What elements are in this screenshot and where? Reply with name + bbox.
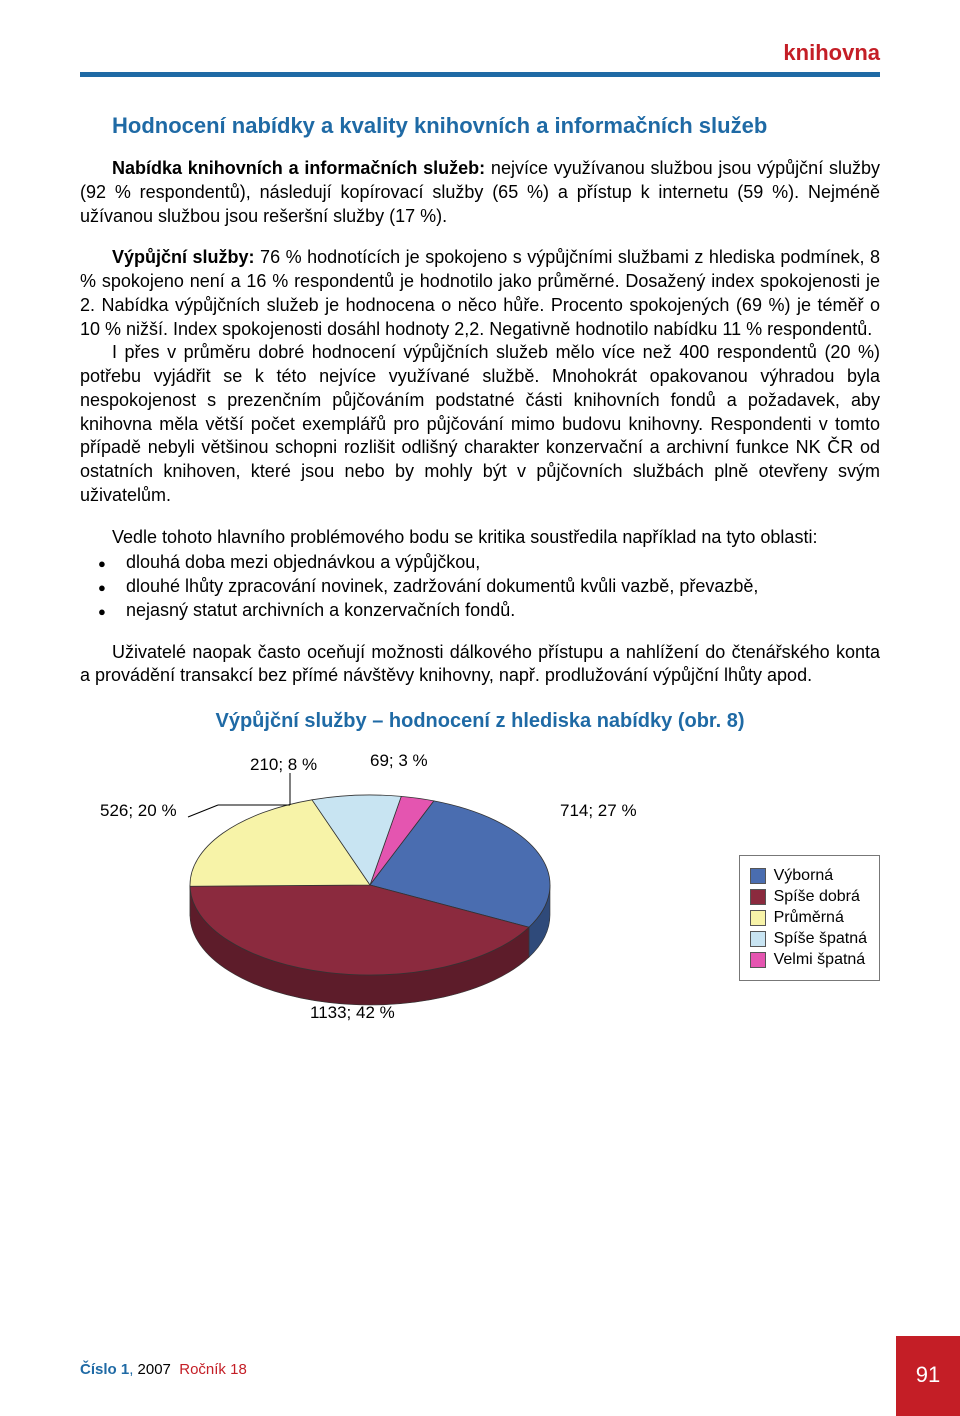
legend-label: Spíše dobrá <box>774 888 860 906</box>
header-rule <box>80 72 880 77</box>
legend-swatch <box>750 931 766 947</box>
legend-label: Velmi špatná <box>774 951 866 969</box>
list-item: nejasný statut archivních a konzervačníc… <box>80 599 880 623</box>
data-label-4: 69; 3 % <box>370 751 428 771</box>
paragraph-4: Vedle tohoto hlavního problémového bodu … <box>80 526 880 550</box>
chart-legend: Výborná Spíše dobrá Průměrná Spíše špatn… <box>739 855 880 981</box>
list-item: dlouhé lhůty zpracování novinek, zadržov… <box>80 575 880 599</box>
legend-swatch <box>750 868 766 884</box>
footer-year: 2007 <box>138 1361 171 1378</box>
list-item: dlouhá doba mezi objednávkou a výpůjčkou… <box>80 551 880 575</box>
bullet-list: dlouhá doba mezi objednávkou a výpůjčkou… <box>80 551 880 622</box>
page-footer: Číslo 1, 2007 Ročník 18 <box>80 1361 247 1378</box>
data-label-2: 526; 20 % <box>100 801 177 821</box>
legend-swatch <box>750 952 766 968</box>
section-title: Hodnocení nabídky a kvality knihovních a… <box>112 113 880 139</box>
data-label-1: 1133; 42 % <box>310 1003 395 1023</box>
footer-comma: , <box>129 1361 137 1378</box>
legend-item: Spíše dobrá <box>750 888 867 906</box>
chart-title: Výpůjční služby – hodnocení z hlediska n… <box>80 710 880 733</box>
pie-chart: 210; 8 % 69; 3 % 526; 20 % 714; 27 % 113… <box>80 745 880 1035</box>
legend-item: Spíše špatná <box>750 930 867 948</box>
page-number-tab: 91 <box>896 1336 960 1416</box>
page-number: 91 <box>916 1362 940 1388</box>
page: knihovna Hodnocení nabídky a kvality kni… <box>0 0 960 1416</box>
paragraph-1: Nabídka knihovních a informačních služeb… <box>80 157 880 228</box>
data-label-0: 714; 27 % <box>560 801 637 821</box>
paragraph-3: I přes v průměru dobré hodnocení výpůjčn… <box>80 341 880 507</box>
legend-swatch <box>750 889 766 905</box>
footer-volume: Ročník 18 <box>179 1361 247 1378</box>
lead-1: Nabídka knihovních a informačních služeb… <box>112 158 485 178</box>
paragraph-5: Uživatelé naopak často oceňují možnosti … <box>80 641 880 689</box>
header-section-label: knihovna <box>80 40 880 66</box>
legend-item: Velmi špatná <box>750 951 867 969</box>
paragraph-2: Výpůjční služby: 76 % hodnotících je spo… <box>80 246 880 341</box>
legend-label: Výborná <box>774 867 834 885</box>
data-label-3: 210; 8 % <box>250 755 317 775</box>
lead-2: Výpůjční služby: <box>112 247 255 267</box>
legend-label: Spíše špatná <box>774 930 867 948</box>
footer-issue: Číslo 1 <box>80 1361 129 1378</box>
legend-label: Průměrná <box>774 909 844 927</box>
legend-swatch <box>750 910 766 926</box>
legend-item: Průměrná <box>750 909 867 927</box>
legend-item: Výborná <box>750 867 867 885</box>
